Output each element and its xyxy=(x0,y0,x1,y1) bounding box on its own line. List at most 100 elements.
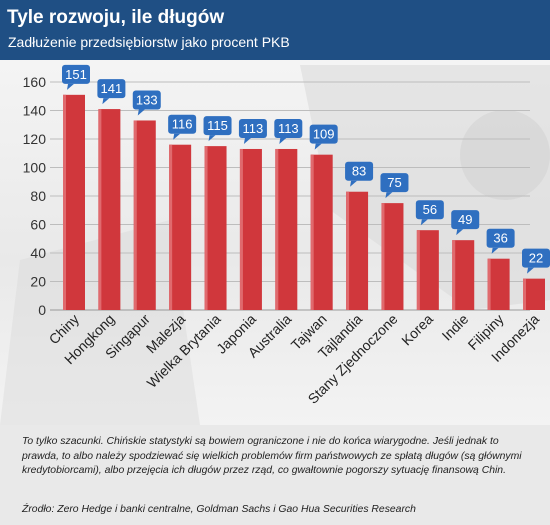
value-label-box xyxy=(415,200,444,220)
value-label-pointer xyxy=(279,137,287,144)
bar-highlight xyxy=(416,230,420,310)
value-label-pointer xyxy=(491,247,499,254)
y-tick-label: 80 xyxy=(30,188,46,204)
value-label-text: 56 xyxy=(423,202,437,217)
chart-title: Tyle rozwoju, ile długów xyxy=(7,7,225,28)
value-label-box xyxy=(62,64,90,84)
value-label-pointer xyxy=(173,133,181,140)
value-label-text: 22 xyxy=(529,251,543,266)
y-tick-label: 60 xyxy=(30,217,46,233)
y-tick-label: 20 xyxy=(30,274,46,290)
value-label: 115 xyxy=(203,116,232,142)
value-label-box xyxy=(238,118,267,138)
bar-highlight xyxy=(310,154,314,310)
bar xyxy=(381,203,404,310)
value-label-text: 133 xyxy=(136,92,158,107)
value-label: 141 xyxy=(97,79,126,105)
value-label-text: 49 xyxy=(458,212,472,227)
y-tick-label: 0 xyxy=(38,302,46,318)
value-label-box xyxy=(522,248,550,268)
bar-highlight xyxy=(275,148,279,310)
bar-highlight xyxy=(204,146,208,310)
value-label: 151 xyxy=(62,64,90,90)
bar xyxy=(275,148,298,310)
value-label-box xyxy=(380,173,409,193)
bar xyxy=(169,144,192,310)
value-label-box xyxy=(486,228,515,248)
bar xyxy=(487,258,510,310)
value-label-text: 75 xyxy=(387,175,401,190)
value-label-pointer xyxy=(67,83,74,90)
value-label: 109 xyxy=(309,124,338,150)
value-label-pointer xyxy=(102,98,110,105)
value-label: 49 xyxy=(451,210,480,236)
value-label: 113 xyxy=(238,118,267,144)
y-tick-label: 160 xyxy=(23,74,47,90)
bar-highlight xyxy=(133,120,137,310)
value-label: 56 xyxy=(415,200,444,226)
bar-highlight xyxy=(487,258,491,310)
value-label-box xyxy=(132,90,161,110)
value-label-pointer xyxy=(314,143,322,150)
value-label-box xyxy=(168,114,197,134)
bar xyxy=(98,109,121,310)
value-label-text: 151 xyxy=(65,67,87,82)
value-label-pointer xyxy=(456,229,464,236)
value-label-box xyxy=(451,210,480,230)
y-tick-label: 120 xyxy=(23,131,47,147)
value-label-pointer xyxy=(385,192,393,199)
bar-highlight xyxy=(169,144,173,310)
bar-chart: 0 20 40 60 80 100 120 140 160 151 141 133 116 115 113… xyxy=(0,64,550,425)
value-label-text: 115 xyxy=(207,118,228,133)
y-tick-label: 140 xyxy=(23,103,47,119)
y-tick-label: 40 xyxy=(30,245,46,261)
bar xyxy=(452,240,475,310)
bar xyxy=(523,278,545,310)
chart-subtitle: Zadłużenie przedsiębiorstw jako procent … xyxy=(8,34,290,50)
value-label-pointer xyxy=(350,180,358,187)
source-note: Źrodło: Zero Hedge i banki centralne, Go… xyxy=(22,504,416,515)
value-label-text: 36 xyxy=(493,231,507,246)
bar-highlight xyxy=(63,94,66,310)
bar-highlight xyxy=(98,109,102,310)
value-label-box xyxy=(203,116,232,136)
value-label-pointer xyxy=(137,109,145,116)
value-label-pointer xyxy=(420,219,428,226)
bar xyxy=(63,94,85,310)
bar-highlight xyxy=(523,278,526,310)
bar xyxy=(346,191,369,310)
value-label-text: 109 xyxy=(313,127,335,142)
value-label-box xyxy=(309,124,338,144)
bar-highlight xyxy=(346,191,350,310)
bar xyxy=(204,146,227,310)
chart-area: 0 20 40 60 80 100 120 140 160 151 141 133 116 115 113… xyxy=(0,60,550,425)
value-label-text: 113 xyxy=(278,121,299,136)
value-label-pointer xyxy=(527,267,534,274)
bar xyxy=(416,230,439,310)
chart-footer: To tylko szacunki. Chińskie statystyki s… xyxy=(0,425,550,525)
value-label-text: 141 xyxy=(101,81,123,96)
value-label-text: 116 xyxy=(172,117,193,132)
value-label-box xyxy=(345,161,374,181)
value-label: 116 xyxy=(168,114,197,140)
value-label-box xyxy=(97,79,126,99)
bar xyxy=(133,120,156,310)
value-label: 75 xyxy=(380,173,409,199)
value-label: 113 xyxy=(274,118,303,144)
x-tick-label: Korea xyxy=(398,311,436,349)
bar-highlight xyxy=(381,203,385,310)
value-label: 83 xyxy=(345,161,374,187)
value-label: 36 xyxy=(486,228,515,254)
y-tick-label: 100 xyxy=(23,160,47,176)
chart-header: Tyle rozwoju, ile długów Zadłużenie prze… xyxy=(0,0,550,60)
value-label: 133 xyxy=(132,90,161,116)
value-label-pointer xyxy=(208,135,216,142)
bar xyxy=(239,148,262,310)
value-label-text: 83 xyxy=(352,164,366,179)
bar-highlight xyxy=(239,148,243,310)
footnote: To tylko szacunki. Chińskie statystyki s… xyxy=(22,436,522,476)
value-label-text: 113 xyxy=(243,121,264,136)
value-label-pointer xyxy=(243,137,251,144)
value-label: 22 xyxy=(522,248,550,274)
bar-highlight xyxy=(452,240,456,310)
